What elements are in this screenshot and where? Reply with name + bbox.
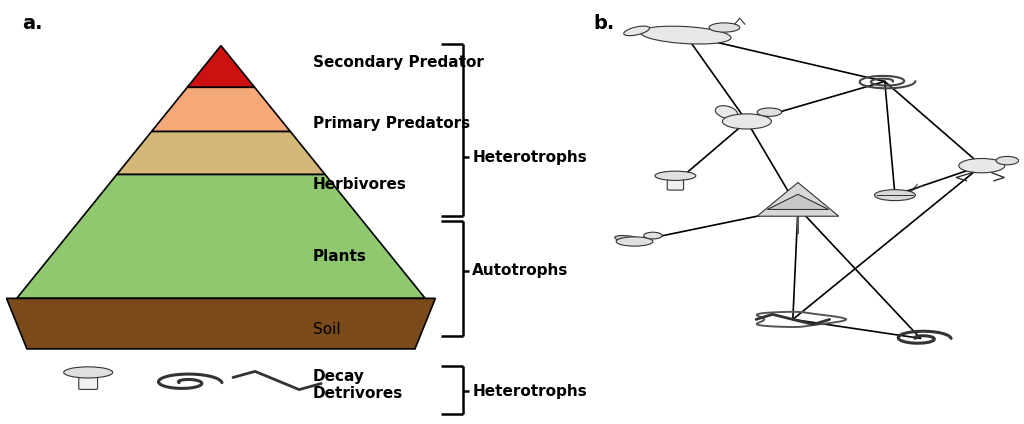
Polygon shape — [16, 175, 425, 298]
Ellipse shape — [624, 26, 649, 36]
Text: Heterotrophs: Heterotrophs — [472, 384, 587, 399]
Text: Heterotrophs: Heterotrophs — [472, 150, 587, 165]
Ellipse shape — [644, 232, 663, 239]
Ellipse shape — [716, 106, 737, 119]
Ellipse shape — [722, 114, 771, 129]
Polygon shape — [6, 298, 435, 349]
Text: Soil: Soil — [313, 322, 341, 338]
FancyBboxPatch shape — [668, 174, 684, 190]
Text: b.: b. — [594, 14, 615, 33]
Ellipse shape — [614, 235, 642, 243]
Ellipse shape — [63, 367, 113, 378]
Text: Plants: Plants — [313, 249, 367, 264]
Ellipse shape — [874, 190, 915, 201]
Text: Herbivores: Herbivores — [313, 177, 407, 192]
Polygon shape — [117, 131, 325, 175]
Ellipse shape — [640, 26, 731, 44]
Text: Secondary Predator: Secondary Predator — [313, 55, 483, 70]
Ellipse shape — [757, 108, 781, 116]
Polygon shape — [187, 46, 255, 87]
Polygon shape — [152, 87, 291, 131]
Polygon shape — [757, 182, 839, 216]
Ellipse shape — [996, 156, 1019, 165]
Polygon shape — [767, 194, 828, 209]
FancyBboxPatch shape — [79, 371, 97, 389]
Ellipse shape — [655, 171, 696, 180]
Text: Primary Predators: Primary Predators — [313, 116, 470, 131]
Ellipse shape — [709, 23, 739, 32]
Text: Autotrophs: Autotrophs — [472, 263, 568, 279]
Text: Decay
Detrivores: Decay Detrivores — [313, 368, 403, 401]
Ellipse shape — [958, 159, 1005, 173]
Ellipse shape — [616, 237, 653, 246]
Text: a.: a. — [22, 14, 42, 33]
